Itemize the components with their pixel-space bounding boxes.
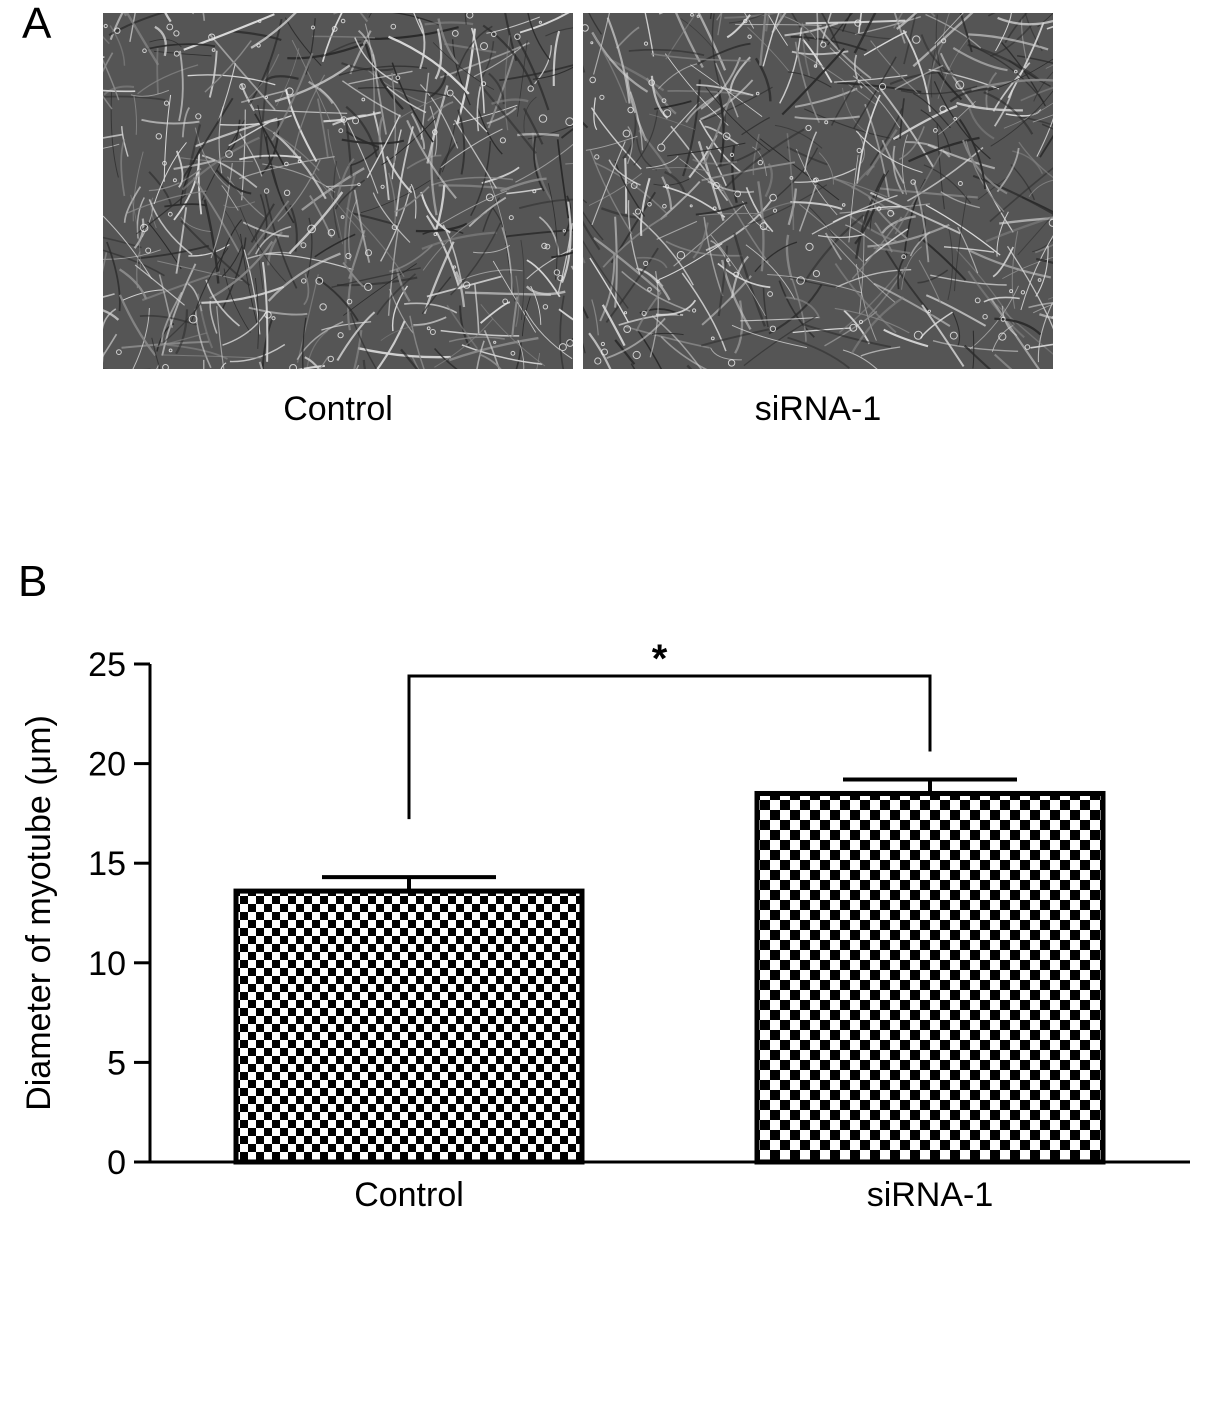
x-category-label: siRNA-1: [867, 1176, 994, 1214]
y-tick-label: 20: [88, 746, 126, 784]
x-category-label: Control: [354, 1176, 464, 1214]
y-tick-label: 5: [107, 1044, 126, 1082]
y-tick-label: 0: [107, 1144, 126, 1182]
micrograph-texture: [103, 13, 573, 369]
myotube-diameter-bar-chart: 0 5 10 15 20 25 Diameter of myotube (μm) Contr…: [20, 640, 1190, 1214]
y-tick-label: 25: [88, 646, 126, 684]
control-micrograph: [103, 13, 573, 369]
y-axis-label: Diameter of myotube (μm): [20, 715, 58, 1111]
significance-bracket: [407, 674, 932, 820]
panel-a-label: A: [22, 0, 52, 48]
bar-control: [233, 888, 585, 1165]
significance-star: *: [652, 640, 668, 681]
sirna-micrograph: [583, 13, 1053, 369]
sirna-image-caption: siRNA-1: [754, 390, 882, 428]
bar-sirna-1: [754, 790, 1106, 1165]
micrograph-texture: [583, 13, 1053, 369]
control-image-caption: Control: [283, 390, 393, 428]
y-tick-label: 10: [88, 945, 126, 983]
y-tick-label: 15: [88, 845, 126, 883]
panel-b-label: B: [18, 557, 48, 606]
